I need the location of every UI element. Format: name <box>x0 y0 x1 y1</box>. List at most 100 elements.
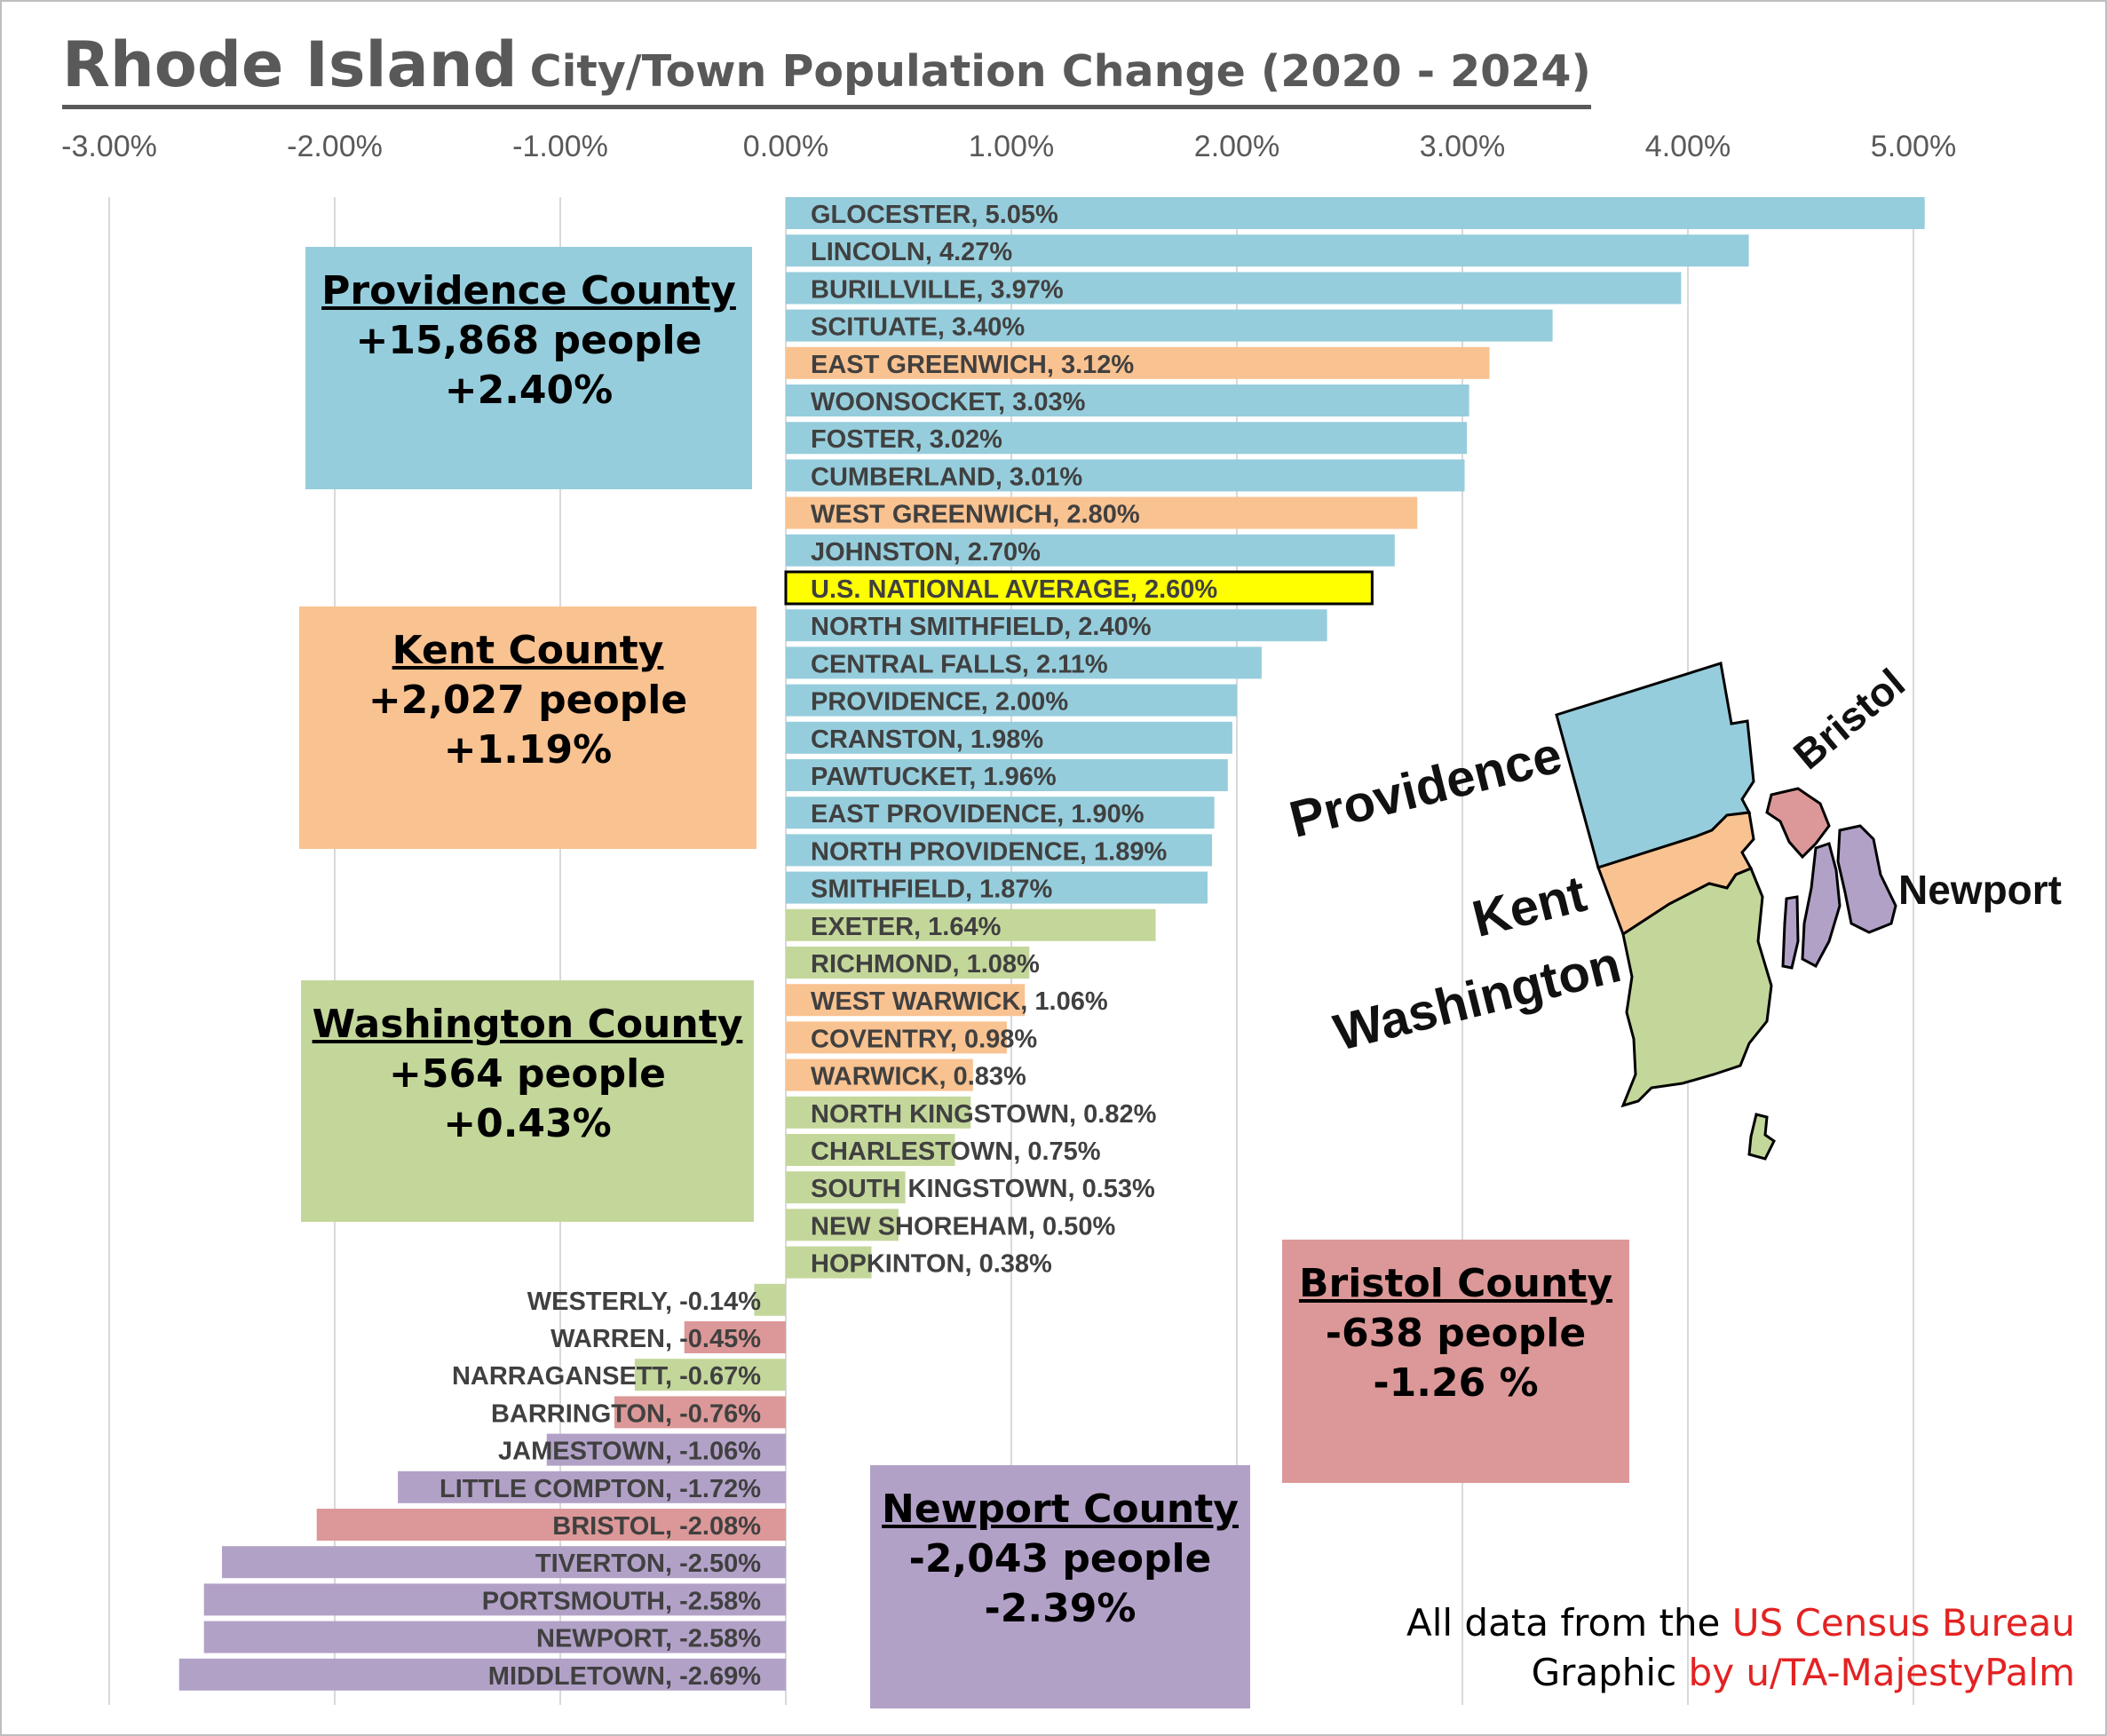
bar <box>614 1396 786 1429</box>
bar-label: NORTH PROVIDENCE, 1.89% <box>811 837 1167 866</box>
bar <box>786 1096 971 1129</box>
washington-block-island <box>1747 1113 1776 1161</box>
county-name: Kent County <box>392 628 664 673</box>
bar-label: WESTERLY, -0.14% <box>527 1288 761 1316</box>
bar <box>786 197 1925 229</box>
credits-author-prefix: Graphic <box>1531 1651 1689 1694</box>
bar <box>786 459 1465 492</box>
bar-label: SMITHFIELD, 1.87% <box>811 876 1053 904</box>
washington-county-box: Washington County +564 people +0.43% <box>301 980 754 1222</box>
x-axis-ticks: -3.00% -2.00% -1.00% 0.00% 1.00% 2.00% 3.00% 4.… <box>61 130 1956 163</box>
bar-label: PAWTUCKET, 1.96% <box>811 763 1057 791</box>
bar-label: CUMBERLAND, 3.01% <box>811 463 1082 491</box>
x-tick-label: -2.00% <box>287 130 383 163</box>
bar-label: WOONSOCKET, 3.03% <box>811 388 1086 416</box>
credits-source-line: All data from the US Census Bureau <box>1406 1598 2075 1648</box>
bar-label: TIVERTON, -2.50% <box>535 1550 761 1578</box>
bar <box>786 384 1469 416</box>
bar-label: NORTH SMITHFIELD, 2.40% <box>811 613 1152 641</box>
bar-label: WEST GREENWICH, 2.80% <box>811 501 1140 529</box>
bar-label: BURILLVILLE, 3.97% <box>811 275 1064 304</box>
bar <box>786 1209 899 1241</box>
bar-label: LITTLE COMPTON, -1.72% <box>440 1475 761 1503</box>
washington-county-region <box>1620 867 1773 1108</box>
bar <box>546 1433 786 1466</box>
bar <box>786 609 1327 642</box>
kent-county-box: Kent County +2,027 people +1.19% <box>299 606 756 849</box>
newport-county-region-east <box>1836 824 1897 934</box>
bar <box>786 234 1749 267</box>
bar <box>316 1509 786 1541</box>
bar <box>786 871 1208 904</box>
county-people: +15,868 people <box>355 318 702 363</box>
bar <box>786 1058 973 1091</box>
credits: All data from the US Census Bureau Graph… <box>1406 1598 2075 1698</box>
title-main: Rhode Island <box>62 28 518 101</box>
bar <box>786 759 1228 791</box>
bar-label: SOUTH KINGSTOWN, 0.53% <box>811 1175 1155 1203</box>
bar-label: BRISTOL, -2.08% <box>552 1512 761 1541</box>
x-tick-label: 5.00% <box>1871 130 1956 163</box>
bar-series <box>178 197 1925 1691</box>
bar <box>786 908 1156 941</box>
x-tick-label: 0.00% <box>743 130 828 163</box>
bar-labels: GLOCESTER, 5.05% LINCOLN, 4.27% BURILLVILL… <box>440 201 1217 1691</box>
county-percent: +2.40% <box>444 368 614 413</box>
bar-label: BARRINGTON, -0.76% <box>491 1399 761 1428</box>
bar-label: NARRAGANSETT, -0.67% <box>452 1362 761 1391</box>
county-percent: +1.19% <box>443 727 613 773</box>
bar-label: CENTRAL FALLS, 2.11% <box>811 650 1108 678</box>
bar-label: LINCOLN, 4.27% <box>811 238 1012 266</box>
credits-author: by u/TA-MajestyPalm <box>1688 1651 2075 1694</box>
bar-label: NEWPORT, -2.58% <box>536 1625 761 1653</box>
bar <box>786 422 1468 455</box>
county-name: Bristol County <box>1298 1261 1613 1306</box>
county-percent: -1.26 % <box>1373 1360 1539 1406</box>
bar <box>203 1583 786 1616</box>
bar-label: EXETER, 1.64% <box>811 913 1002 941</box>
bar-label: PORTSMOUTH, -2.58% <box>482 1587 761 1615</box>
bar <box>786 272 1682 305</box>
bar-label: WARWICK, 0.83% <box>811 1063 1026 1091</box>
bar <box>786 1021 1007 1054</box>
bar <box>203 1621 786 1653</box>
county-percent: +0.43% <box>443 1101 612 1146</box>
bar <box>786 496 1418 529</box>
bar <box>178 1658 787 1691</box>
county-people: +2,027 people <box>368 678 688 723</box>
x-tick-label: -1.00% <box>512 130 608 163</box>
bar-label: JOHNSTON, 2.70% <box>811 538 1041 567</box>
x-tick-label: 4.00% <box>1645 130 1731 163</box>
bar-label: EAST PROVIDENCE, 1.90% <box>811 800 1145 828</box>
bar-label: CRANSTON, 1.98% <box>811 725 1043 754</box>
bar <box>786 1171 906 1204</box>
bar <box>754 1283 786 1316</box>
newport-county-box: Newport County -2,043 people -2.39% <box>870 1465 1250 1708</box>
bar-label: NEW SHOREHAM, 0.50% <box>811 1212 1115 1241</box>
bar-label: GLOCESTER, 5.05% <box>811 201 1058 229</box>
bar <box>786 797 1215 829</box>
bar <box>786 646 1262 679</box>
bar <box>786 534 1395 567</box>
bar <box>786 984 1026 1017</box>
providence-county-box: Providence County +15,868 people +2.40% <box>305 247 752 489</box>
credits-source: US Census Bureau <box>1731 1601 2075 1645</box>
map-label-newport: Newport <box>1898 867 2062 913</box>
bar <box>786 721 1232 754</box>
bar-label: CHARLESTOWN, 0.75% <box>811 1138 1101 1166</box>
bar <box>684 1321 786 1353</box>
x-tick-label: 1.00% <box>969 130 1054 163</box>
x-tick-label: -3.00% <box>61 130 157 163</box>
bar <box>786 684 1237 717</box>
bar-label: PROVIDENCE, 2.00% <box>811 688 1068 717</box>
county-people: -2,043 people <box>908 1536 1212 1581</box>
bar <box>786 346 1490 379</box>
bar-label: RICHMOND, 1.08% <box>811 950 1040 979</box>
title-subtitle: City/Town Population Change (2020 - 2024… <box>529 46 1591 97</box>
county-name: Newport County <box>882 1486 1239 1532</box>
bar <box>786 947 1030 979</box>
bar-label: JAMESTOWN, -1.06% <box>498 1438 761 1466</box>
